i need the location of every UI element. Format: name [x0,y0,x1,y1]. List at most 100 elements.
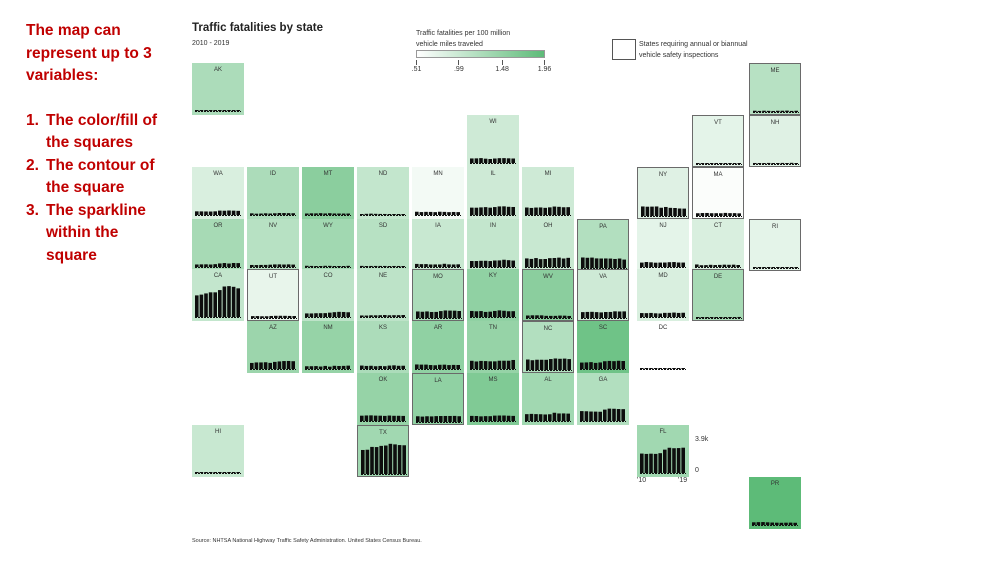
sparkline-bar [493,361,497,369]
state-tile-oh[interactable]: OH [522,219,574,271]
state-tile-sc[interactable]: SC [577,321,629,373]
sparkline-bar [314,366,318,369]
state-tile-tx[interactable]: TX [357,425,409,477]
sparkline-bar [526,359,530,370]
state-tile-mn[interactable]: MN [412,167,464,219]
state-tile-la[interactable]: LA [412,373,464,425]
state-tile-in[interactable]: IN [467,219,519,271]
sparkline-bar [420,416,425,422]
sparkline [250,264,296,268]
state-tile-wi[interactable]: WI [467,115,519,167]
state-tile-ak[interactable]: AK [192,63,244,115]
state-tile-nj[interactable]: NJ [637,219,689,271]
state-tile-al[interactable]: AL [522,373,574,425]
state-label: UT [269,274,277,280]
state-tile-il[interactable]: IL [467,167,519,219]
state-tile-ks[interactable]: KS [357,321,409,373]
state-tile-az[interactable]: AZ [247,321,299,373]
sparkline-bar [323,313,327,317]
sparkline-bar [332,213,337,215]
state-tile-ne[interactable]: NE [357,269,409,321]
sparkline-bar [227,110,231,111]
sparkline-bar [663,368,667,369]
state-tile-ut[interactable]: UT [247,269,299,321]
sparkline-bar [263,362,268,369]
state-tile-pa[interactable]: PA [577,219,629,271]
state-tile-wy[interactable]: WY [302,219,354,271]
state-tile-va[interactable]: VA [577,269,629,321]
state-tile-nc[interactable]: NC [522,321,574,373]
state-tile-id[interactable]: ID [247,167,299,219]
state-tile-or[interactable]: OR [192,219,244,271]
state-tile-fl[interactable]: FL [637,425,689,477]
state-label: NH [770,120,780,126]
sparkline-bar [785,267,789,268]
state-tile-ar[interactable]: AR [412,321,464,373]
sparkline-bar [378,315,382,317]
sparkline-bar [753,267,757,268]
state-tile-dc[interactable]: DC [637,321,689,373]
state-tile-vt[interactable]: VT [692,115,744,167]
sparkline [415,211,461,216]
state-tile-de[interactable]: DE [692,269,744,321]
state-label: SC [598,325,608,331]
sparkline-bar [667,312,672,317]
sparkline-bar [392,214,396,215]
state-tile-nh[interactable]: NH [749,115,801,167]
state-tile-nv[interactable]: NV [247,219,299,271]
state-tile-ia[interactable]: IA [412,219,464,271]
sparkline [470,259,516,268]
sparkline [470,158,516,164]
sparkline-bar [789,110,794,112]
state-tile-ma[interactable]: MA [692,167,744,219]
sparkline-bar [640,262,644,267]
state-tile-ky[interactable]: KY [467,269,519,321]
state-tile-mi[interactable]: MI [522,167,574,219]
state-label: AK [213,67,222,73]
sparkline-bar [479,416,483,421]
state-tile-ms[interactable]: MS [467,373,519,425]
state-tile-wv[interactable]: WV [522,269,574,321]
state-label: KS [378,325,387,331]
sparkline-bar [309,366,314,369]
state-tile-co[interactable]: CO [302,269,354,321]
state-tile-mo[interactable]: MO [412,269,464,321]
sparkline-bar [456,264,460,267]
annotation-item-number: 3. [26,201,39,219]
state-tile-ri[interactable]: RI [749,219,801,271]
sparkline-bar [273,264,277,267]
sparkline-bar [757,110,762,112]
state-tile-nm[interactable]: NM [302,321,354,373]
state-tile-mt[interactable]: MT [302,167,354,219]
state-tile-ga[interactable]: GA [577,373,629,425]
state-tile-ct[interactable]: CT [692,219,744,271]
state-tile-wa[interactable]: WA [192,167,244,219]
sparkline-bar [785,163,789,164]
state-tile-nd[interactable]: ND [357,167,409,219]
sparkline-bar [497,158,502,163]
state-tile-pr[interactable]: PR [749,477,801,529]
state-tile-hi[interactable]: HI [192,425,244,477]
sparkline-bar [607,408,612,421]
sparkline-bar [493,158,497,163]
sparkline-bar [373,415,378,421]
state-tile-md[interactable]: MD [637,269,689,321]
sparkline-bar [676,448,681,473]
state-tile-me[interactable]: ME [749,63,801,115]
state-tile-ok[interactable]: OK [357,373,409,425]
sparkline-bar [370,446,374,474]
state-tile-ca[interactable]: CA [192,269,244,321]
state-tile-sd[interactable]: SD [357,219,409,271]
sparkline-bar [672,448,676,473]
sparkline-bar [428,264,433,267]
sparkline-bar [268,213,272,215]
state-tile-tn[interactable]: TN [467,321,519,373]
sparkline-bar [447,264,451,267]
sparkline-bar [328,265,332,267]
sparkline-bar [502,206,506,215]
state-label: MT [323,171,333,177]
sparkline-bar [208,292,213,317]
sparkline-bar [493,207,497,215]
sparkline-bar [538,259,543,267]
state-tile-ny[interactable]: NY [637,167,689,219]
